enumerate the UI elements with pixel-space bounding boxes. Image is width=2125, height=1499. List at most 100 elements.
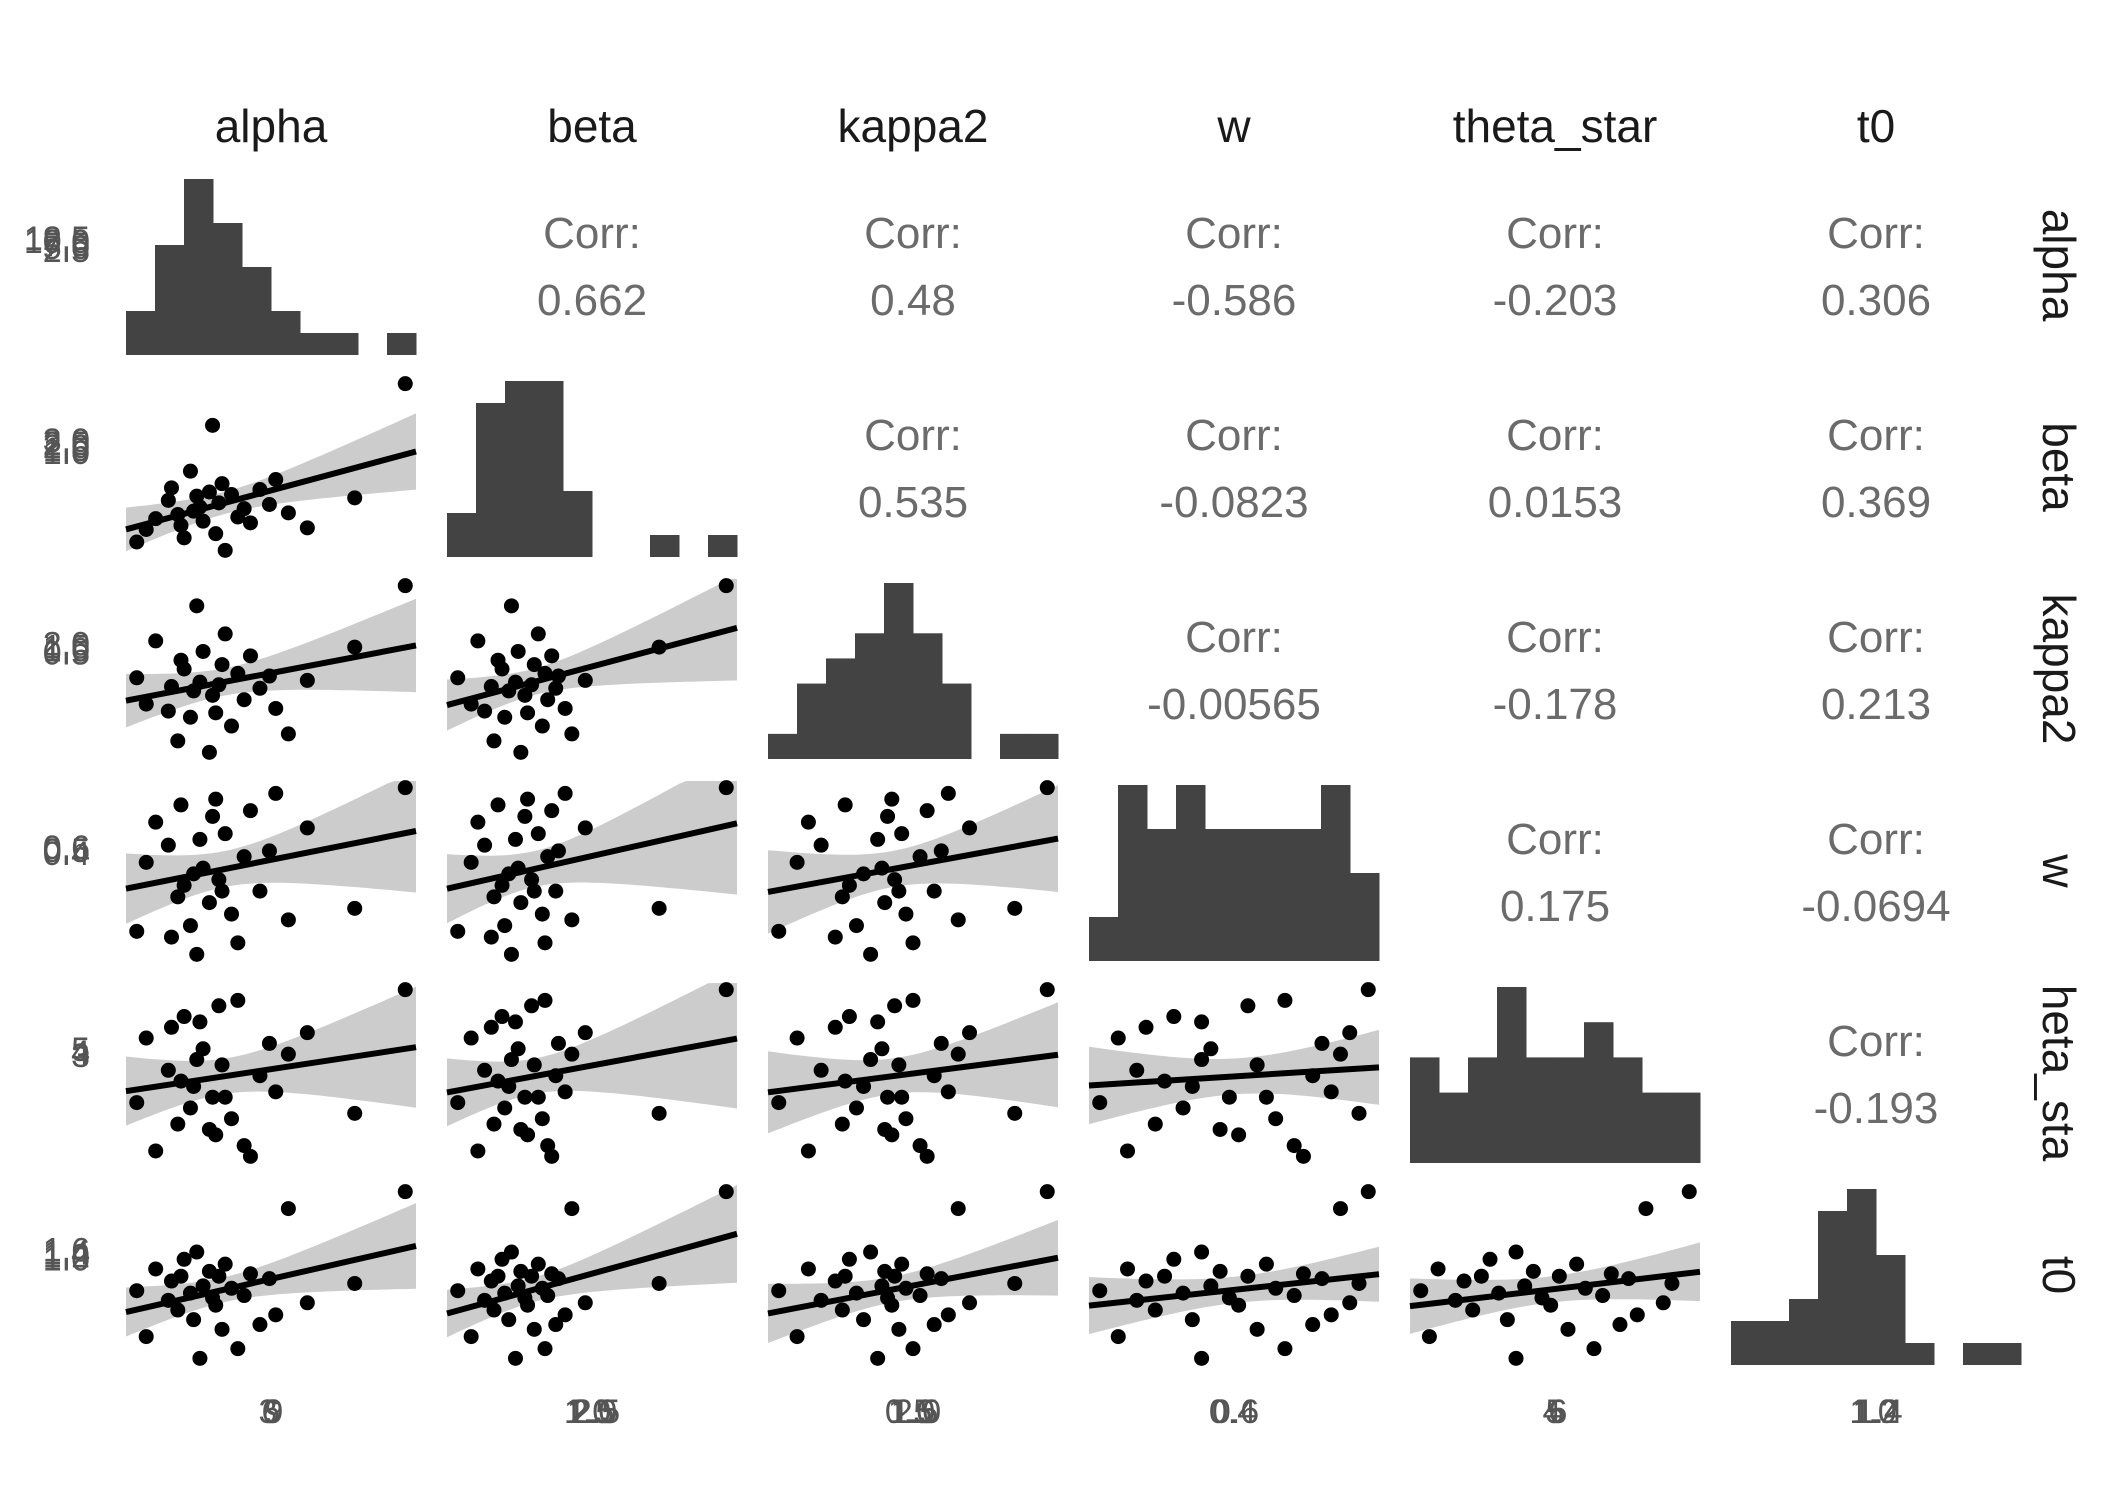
scatter-point — [1138, 1019, 1154, 1035]
scatter-point — [1629, 1307, 1645, 1323]
scatter-point — [501, 1078, 517, 1094]
scatter-point — [477, 837, 493, 853]
scatter-point — [564, 726, 580, 742]
histogram-bar-beta — [534, 381, 564, 557]
scatter-point — [1465, 1302, 1481, 1318]
scatter-point — [1360, 982, 1376, 998]
scatter-point — [926, 1317, 942, 1333]
scatter-point — [486, 733, 502, 749]
scatter-point — [1517, 1278, 1533, 1294]
scatter-point — [1499, 1312, 1515, 1328]
histogram-bar-theta-star — [1439, 1092, 1469, 1163]
scatter-point — [1305, 1068, 1321, 1084]
scatter-point — [176, 530, 192, 546]
histogram-bar-theta-star — [1410, 1057, 1440, 1163]
x-tick-label: 2.5 — [573, 1393, 620, 1431]
regression-line — [767, 835, 1059, 895]
histogram-bar-kappa2 — [1029, 733, 1059, 759]
scatter-point — [192, 831, 208, 847]
corr-value: -0.586 — [1172, 276, 1297, 325]
scatter-point — [800, 814, 816, 830]
scatter-point — [524, 677, 540, 693]
histogram-bar-theta-star — [1613, 1057, 1643, 1163]
scatter-point — [1138, 1273, 1154, 1289]
scatter-point — [940, 1084, 956, 1100]
scatter-point — [856, 1078, 872, 1094]
scatter-point — [1456, 1273, 1472, 1289]
scatter-point — [537, 935, 553, 951]
scatter-point — [1277, 992, 1293, 1008]
scatter-point — [280, 912, 296, 928]
scatter-point — [494, 661, 510, 677]
scatter-point — [834, 1116, 850, 1132]
x-tick-label: 0.5 — [885, 1393, 932, 1431]
scatter-point — [837, 1073, 853, 1089]
scatter-point — [1351, 1105, 1367, 1121]
scatter-point — [463, 1329, 479, 1345]
scatter-point — [1612, 1317, 1628, 1333]
scatter-point — [813, 1062, 829, 1078]
scatter-point — [510, 860, 526, 876]
scatter-point — [463, 696, 479, 712]
scatter-point — [148, 511, 164, 527]
scatter-point — [236, 692, 252, 708]
scatter-point — [280, 1201, 296, 1217]
scatter-point — [195, 860, 211, 876]
scatter-point — [507, 1014, 523, 1030]
scatter-point — [217, 542, 233, 558]
scatter-point — [477, 1062, 493, 1078]
scatter-point — [1323, 1084, 1339, 1100]
x-tick-label: 4 — [1543, 1393, 1562, 1431]
confidence-band — [768, 1002, 1058, 1134]
y-tick-label: 5 — [71, 1031, 90, 1069]
scatter-point — [347, 1105, 363, 1121]
scatter-point — [280, 726, 296, 742]
scatter-point — [1184, 1078, 1200, 1094]
x-tick-label: 6 — [1549, 1393, 1568, 1431]
scatter-point — [1323, 1307, 1339, 1323]
scatter-point — [880, 1089, 896, 1105]
scatter-point — [577, 820, 593, 836]
scatter-point — [718, 780, 734, 796]
scatter-point — [887, 872, 903, 888]
scatter-point — [1129, 1292, 1145, 1308]
scatter-point — [1175, 1100, 1191, 1116]
scatter-point — [450, 1283, 466, 1299]
scatter-point — [557, 1084, 573, 1100]
scatter-point — [170, 733, 186, 749]
scatter-point — [1314, 1035, 1330, 1051]
histogram-bar-theta-star — [1526, 1057, 1556, 1163]
scatter-point — [208, 791, 224, 807]
scatter-point — [261, 497, 277, 512]
row-label-beta: beta — [2033, 422, 2085, 512]
scatter-point — [905, 935, 921, 951]
scatter-point — [148, 1261, 164, 1277]
scatter-point — [912, 849, 928, 865]
scatter-point — [497, 918, 513, 934]
scatter-point — [214, 657, 230, 673]
scatter-point — [486, 1116, 502, 1132]
scatter-point — [894, 1089, 910, 1105]
scatter-point — [530, 626, 546, 642]
scatter-point — [841, 1251, 857, 1267]
scatter-point — [1212, 1121, 1228, 1137]
scatter-point — [1342, 1295, 1358, 1311]
scatter-point — [1560, 1321, 1576, 1337]
scatter-point — [1249, 1057, 1265, 1073]
regression-line — [1088, 1064, 1380, 1089]
scatter-point — [252, 1317, 268, 1333]
scatter-point — [1184, 1312, 1200, 1328]
scatter-point — [205, 808, 221, 824]
histogram-bar-kappa2 — [768, 733, 798, 759]
corr-label: Corr: — [1185, 209, 1283, 258]
y-tick-label: 2.5 — [43, 425, 90, 463]
histogram-bar-t0 — [1789, 1299, 1819, 1365]
scatter-point — [494, 877, 510, 893]
scatter-point — [1286, 1288, 1302, 1304]
scatter-point — [230, 992, 246, 1008]
scatter-point — [490, 1268, 506, 1284]
scatter-point — [483, 679, 499, 695]
scatter-point — [919, 1266, 935, 1282]
y-tick-label: 2.5 — [43, 232, 90, 270]
histogram-bar-w — [1321, 785, 1351, 961]
